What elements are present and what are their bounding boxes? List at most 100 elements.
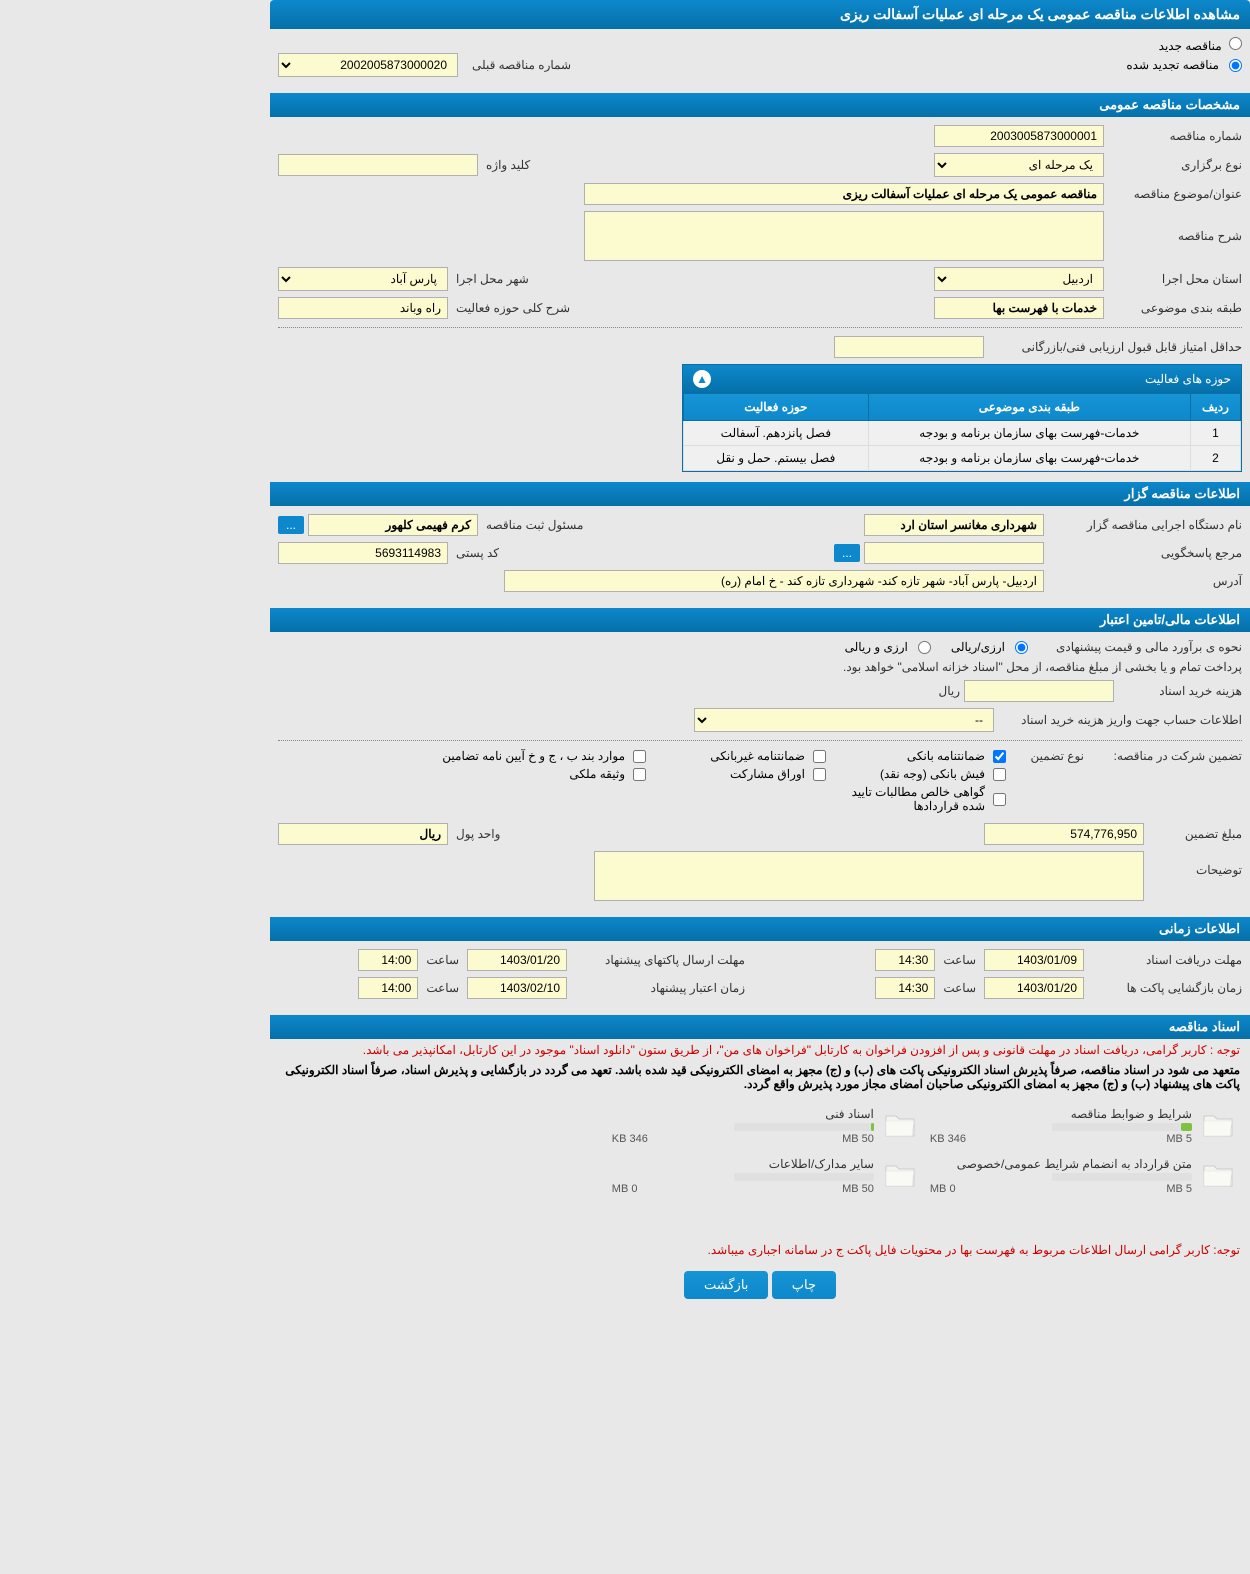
bank-receipt-checkbox[interactable]	[993, 768, 1006, 781]
collapse-icon[interactable]: ▲	[693, 370, 711, 388]
rial-fx-radio[interactable]	[1015, 641, 1028, 654]
document-item[interactable]: شرایط و ضوابط مناقصه 5 MB346 KB	[924, 1101, 1242, 1151]
opening-date: 1403/01/20	[984, 977, 1084, 999]
financial-notes-label: توضیحات	[1152, 851, 1242, 877]
participation-bonds-checkbox[interactable]	[813, 768, 826, 781]
col-row: ردیف	[1191, 394, 1241, 421]
category-label: طبقه بندی موضوعی	[1112, 301, 1242, 315]
tender-renewed-option[interactable]: مناقصه تجدید شده	[1126, 58, 1242, 72]
activities-table: ردیف طبقه بندی موضوعی حوزه فعالیت 1خدمات…	[683, 393, 1241, 471]
deposit-account-select[interactable]: --	[694, 708, 994, 732]
tender-new-radio[interactable]	[1229, 37, 1242, 50]
min-score-input[interactable]	[834, 336, 984, 358]
fx-rial-option[interactable]: ارزی و ریالی	[845, 640, 931, 654]
keyword-input[interactable]	[278, 154, 478, 176]
bank-guarantee-label: ضمانتنامه بانکی	[907, 749, 985, 763]
city-label: شهر محل اجرا	[456, 272, 529, 286]
folder-icon	[882, 1158, 918, 1194]
tender-desc-textarea[interactable]	[584, 211, 1104, 261]
row-scope: فصل بیستم. حمل و نقل	[684, 446, 869, 471]
tender-new-label: مناقصه جدید	[1159, 39, 1222, 53]
doc-title: سایر مدارک/اطلاعات	[612, 1157, 874, 1171]
doc-total: 5 MB	[1166, 1183, 1192, 1195]
org-name-label: نام دستگاه اجرایی مناقصه گزار	[1052, 518, 1242, 532]
time-label-1: ساعت	[943, 953, 976, 967]
confirmed-claims-checkbox[interactable]	[993, 793, 1006, 806]
registrar-more-button[interactable]: ...	[278, 516, 304, 534]
guarantee-type-label: نوع تضمین	[1014, 749, 1084, 763]
col-scope: حوزه فعالیت	[684, 394, 869, 421]
proposal-send-time: 14:00	[358, 949, 418, 971]
confirmed-claims-label: گواهی خالص مطالبات تایید شده قراردادها	[826, 785, 985, 813]
tender-number-value: 2003005873000001	[934, 125, 1104, 147]
province-select[interactable]: اردبیل	[934, 267, 1104, 291]
tender-renewed-radio[interactable]	[1229, 59, 1242, 72]
keyword-label: کلید واژه	[486, 158, 530, 172]
tender-number-label: شماره مناقصه	[1112, 129, 1242, 143]
validity-time: 14:00	[358, 977, 418, 999]
prev-tender-number-select[interactable]: 2002005873000020	[278, 53, 458, 77]
responder-more-button[interactable]: ...	[834, 544, 860, 562]
activity-scope-label: شرح کلی حوزه فعالیت	[456, 301, 570, 315]
doc-total: 5 MB	[1166, 1133, 1192, 1145]
document-item[interactable]	[288, 1101, 606, 1151]
row-num: 1	[1191, 421, 1241, 446]
property-pledge-checkbox[interactable]	[633, 768, 646, 781]
print-button[interactable]: چاپ	[772, 1271, 836, 1299]
document-item[interactable]: اسناد فنی 50 MB346 KB	[606, 1101, 924, 1151]
activity-scope-value: راه وباند	[278, 297, 448, 319]
folder-icon	[882, 1108, 918, 1144]
documents-note-1: توجه : کاربر گرامی، دریافت اسناد در مهلت…	[270, 1039, 1250, 1061]
doc-receive-date: 1403/01/09	[984, 949, 1084, 971]
section-general: مشخصات مناقصه عمومی	[270, 93, 1250, 117]
province-label: استان محل اجرا	[1112, 272, 1242, 286]
rial-fx-option[interactable]: ارزی/ریالی	[951, 640, 1028, 654]
tender-new-option[interactable]: مناقصه جدید	[1159, 37, 1242, 53]
table-row: 1خدمات-فهرست بهای سازمان برنامه و بودجهف…	[684, 421, 1241, 446]
participation-label: تضمین شرکت در مناقصه:	[1092, 749, 1242, 763]
divider	[278, 740, 1242, 741]
prev-tender-number-label: شماره مناقصه قبلی	[472, 58, 571, 72]
doc-progress	[1052, 1123, 1192, 1131]
tender-renewed-label: مناقصه تجدید شده	[1126, 58, 1219, 72]
section-financial: اطلاعات مالی/تامین اعتبار	[270, 608, 1250, 632]
documents-note-2: متعهد می شود در اسناد مناقصه، صرفاً پذیر…	[270, 1061, 1250, 1093]
financial-notes-textarea[interactable]	[594, 851, 1144, 901]
min-score-label: حداقل امتیاز قابل قبول ارزیابی فنی/بازرگ…	[992, 340, 1242, 354]
registrar-label: مسئول ثبت مناقصه	[486, 518, 583, 532]
fx-rial-radio[interactable]	[918, 641, 931, 654]
doc-used: 346 KB	[612, 1133, 648, 1145]
section-documents: اسناد مناقصه	[270, 1015, 1250, 1039]
doc-title: اسناد فنی	[612, 1107, 874, 1121]
purchase-cost-input[interactable]	[964, 680, 1114, 702]
city-select[interactable]: پارس آباد	[278, 267, 448, 291]
tender-title-label: عنوان/موضوع مناقصه	[1112, 187, 1242, 201]
back-button[interactable]: بازگشت	[684, 1271, 768, 1299]
row-category: خدمات-فهرست بهای سازمان برنامه و بودجه	[868, 446, 1190, 471]
folder-icon	[1200, 1158, 1236, 1194]
guarantee-amount-value: 574,776,950	[984, 823, 1144, 845]
other-cases-checkbox[interactable]	[633, 750, 646, 763]
currency-unit-value: ریال	[278, 823, 448, 845]
doc-receive-time: 14:30	[875, 949, 935, 971]
doc-used: 346 KB	[930, 1133, 966, 1145]
document-item[interactable]: سایر مدارک/اطلاعات 50 MB0 MB	[606, 1151, 924, 1201]
doc-title: متن قرارداد به انضمام شرایط عمومی/خصوصی	[930, 1157, 1192, 1171]
rial-fx-label: ارزی/ریالی	[951, 640, 1005, 654]
table-row: 2خدمات-فهرست بهای سازمان برنامه و بودجهف…	[684, 446, 1241, 471]
bank-guarantee-checkbox[interactable]	[993, 750, 1006, 763]
purchase-cost-label: هزینه خرید اسناد	[1122, 684, 1242, 698]
other-cases-label: موارد بند ب ، ج و خ آیین نامه تضامین	[442, 749, 625, 763]
tender-title-value: مناقصه عمومی یک مرحله ای عملیات آسفالت ر…	[584, 183, 1104, 205]
document-item[interactable]: متن قرارداد به انضمام شرایط عمومی/خصوصی …	[924, 1151, 1242, 1201]
row-num: 2	[1191, 446, 1241, 471]
proposal-send-label: مهلت ارسال پاکتهای پیشنهاد	[575, 953, 745, 967]
address-label: آدرس	[1052, 574, 1242, 588]
validity-label: زمان اعتبار پیشنهاد	[575, 981, 745, 995]
responder-input[interactable]	[864, 542, 1044, 564]
holding-type-select[interactable]: یک مرحله ای	[934, 153, 1104, 177]
doc-used: 0 MB	[612, 1183, 638, 1195]
registrar-value: کرم فهیمی کلهور	[308, 514, 478, 536]
nonbank-guarantee-checkbox[interactable]	[813, 750, 826, 763]
doc-progress	[734, 1123, 874, 1131]
